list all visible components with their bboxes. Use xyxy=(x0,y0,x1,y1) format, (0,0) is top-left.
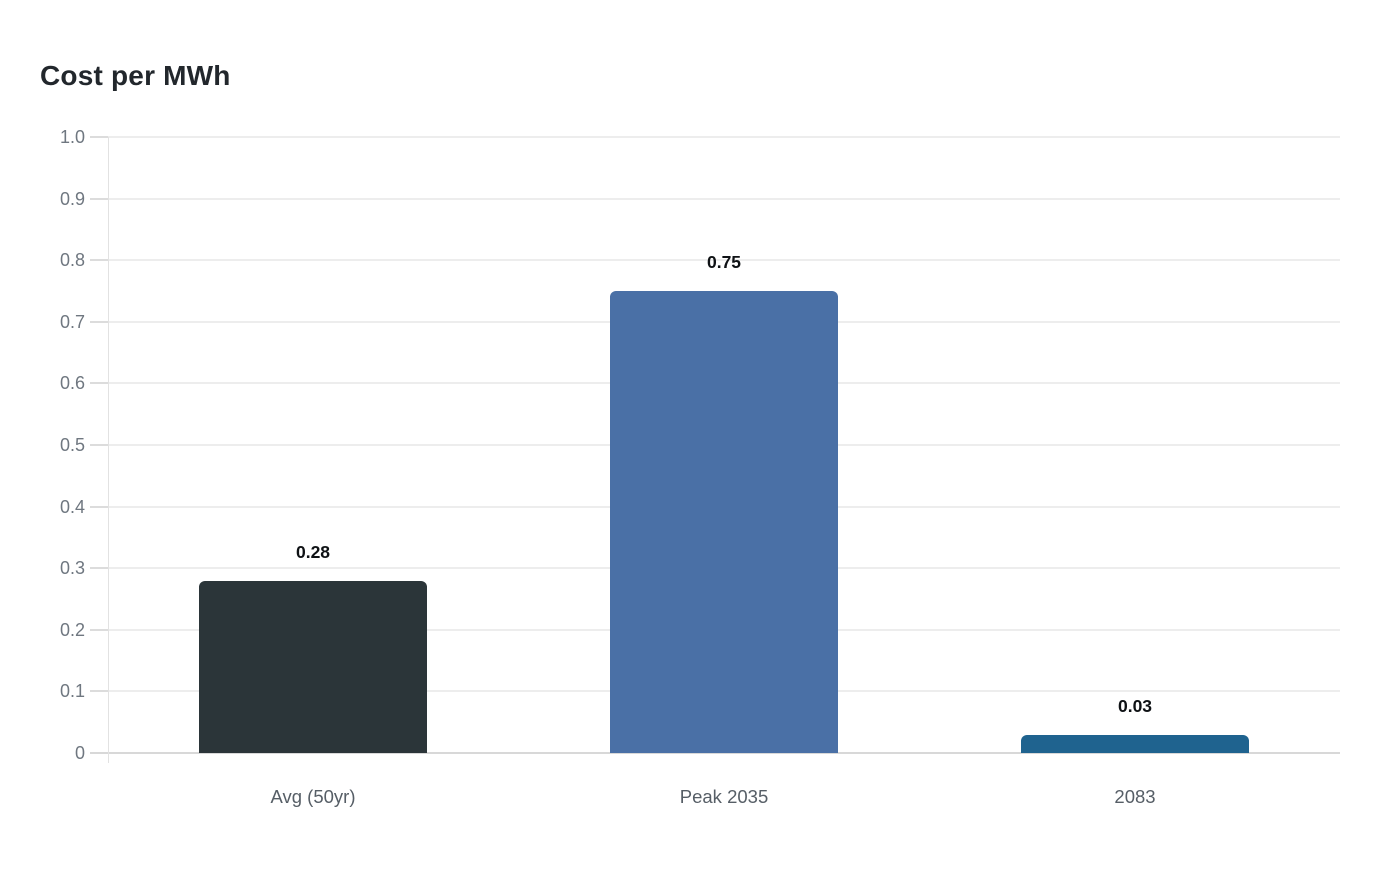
tick-mark xyxy=(90,567,108,570)
y-tick-label: 0.6 xyxy=(59,373,85,394)
chart-title: Cost per MWh xyxy=(40,60,231,91)
bar xyxy=(1021,735,1249,753)
y-tick-label: 0.2 xyxy=(59,619,85,640)
tick-mark xyxy=(90,136,108,138)
tick-mark xyxy=(90,382,108,385)
bar-value-label: 0.75 xyxy=(706,252,742,272)
y-axis-line xyxy=(108,137,109,763)
tick-mark xyxy=(90,259,108,262)
x-axis-line xyxy=(90,752,1340,754)
y-tick-label: 1.0 xyxy=(59,127,85,147)
y-tick-label: 0.8 xyxy=(59,250,85,271)
bar xyxy=(610,291,838,753)
category-label: 2083 xyxy=(1114,786,1156,807)
y-tick-label: 0.7 xyxy=(59,311,85,332)
tick-mark xyxy=(90,320,108,323)
tick-mark xyxy=(90,444,108,446)
tick-mark xyxy=(90,505,108,508)
plot-area: 1.0 0.9 0.8 0.7 0.6 0.5 0.4 0.3 0.2 0.1 0 0.28 Avg (… xyxy=(60,127,1340,807)
tick-mark xyxy=(90,197,108,200)
y-tick-label: 0.3 xyxy=(59,558,85,579)
bar-value-label: 0.03 xyxy=(1117,696,1153,716)
tick-mark xyxy=(90,628,108,631)
tick-mark xyxy=(90,690,108,693)
y-tick-label: 0.4 xyxy=(59,496,85,517)
y-tick-label: 0.1 xyxy=(59,681,85,702)
y-tick-label: 0.9 xyxy=(59,188,85,209)
bar xyxy=(199,581,427,753)
gridline xyxy=(108,197,1340,200)
gridline xyxy=(108,259,1340,262)
y-tick-label: 0.5 xyxy=(59,435,85,455)
category-label: Peak 2035 xyxy=(679,786,769,807)
category-label: Avg (50yr) xyxy=(270,786,356,807)
gridline xyxy=(108,136,1340,138)
y-tick-label: 0 xyxy=(74,743,85,763)
bar-value-label: 0.28 xyxy=(295,542,331,562)
